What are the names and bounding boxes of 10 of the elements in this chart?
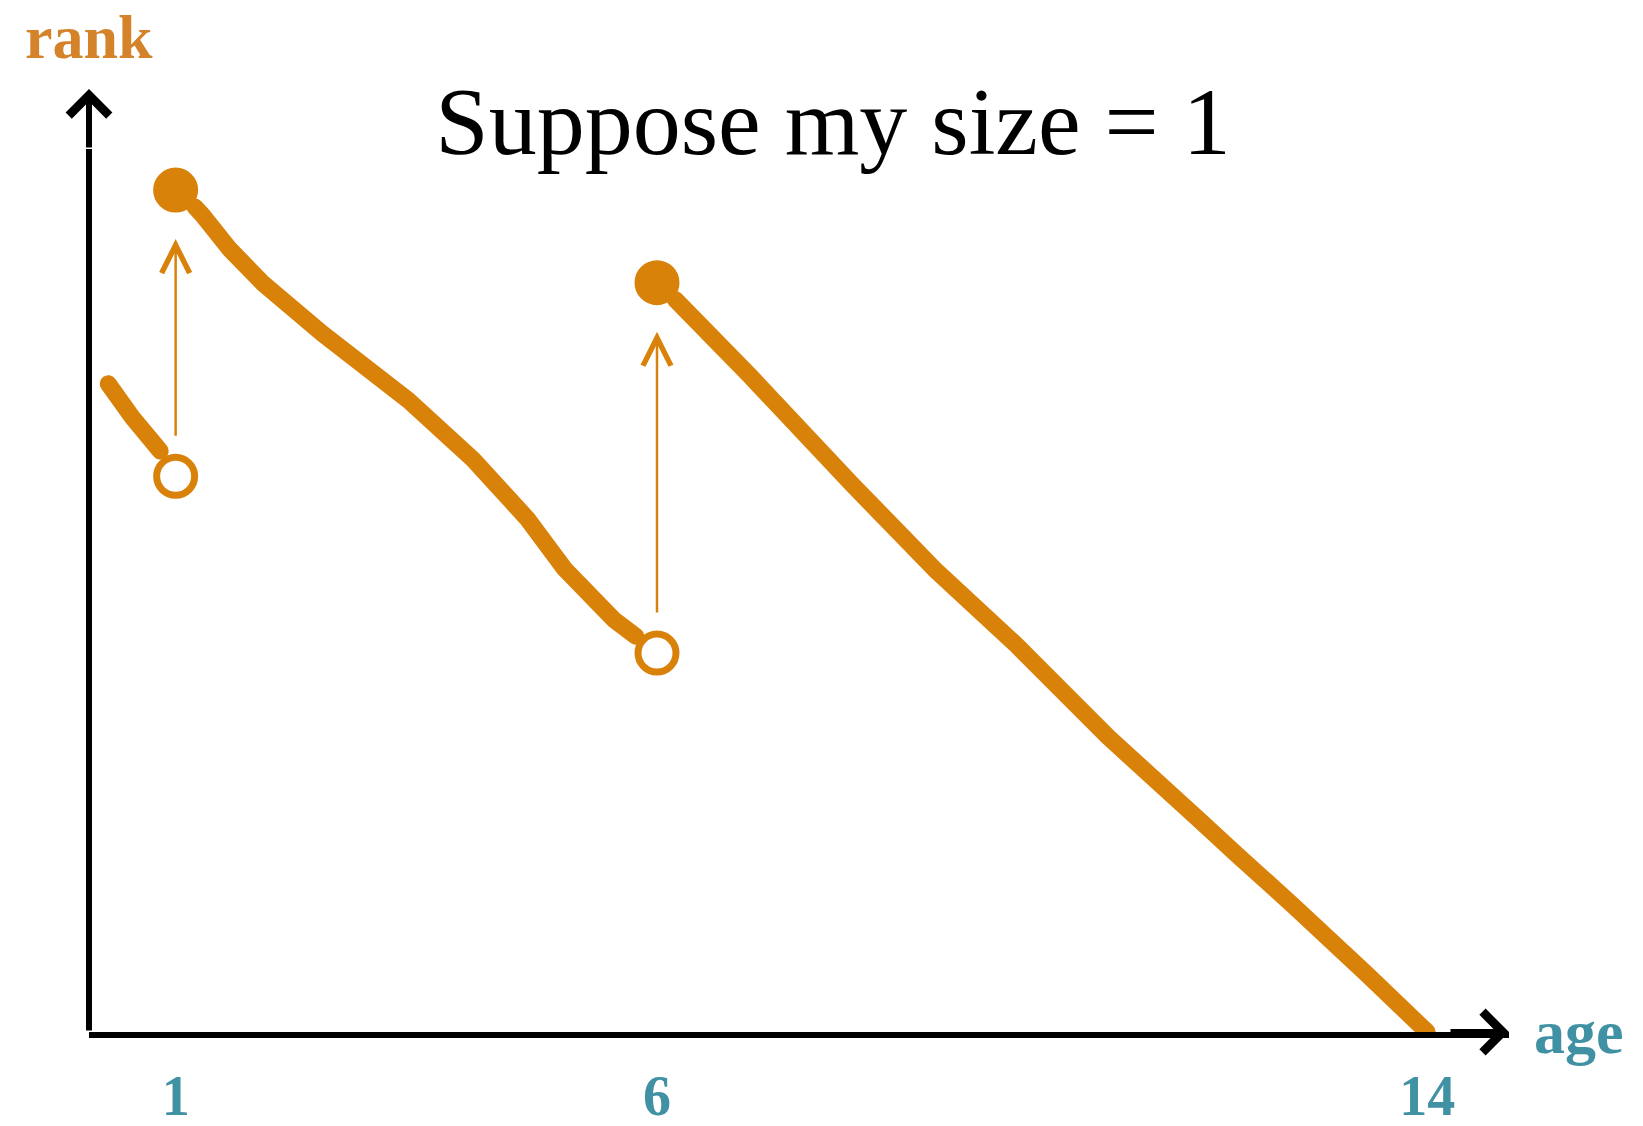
chart-title: Suppose my size = 1 [435,67,1231,175]
point [634,630,680,676]
y-axis-title: rank [25,3,153,71]
x-tick-label: 1 [161,1065,190,1126]
point [634,260,680,306]
x-axis-title: age [1534,998,1624,1066]
point [153,167,199,213]
point [153,453,199,499]
x-tick-label: 14 [1399,1065,1456,1126]
x-tick-label: 6 [643,1065,671,1126]
